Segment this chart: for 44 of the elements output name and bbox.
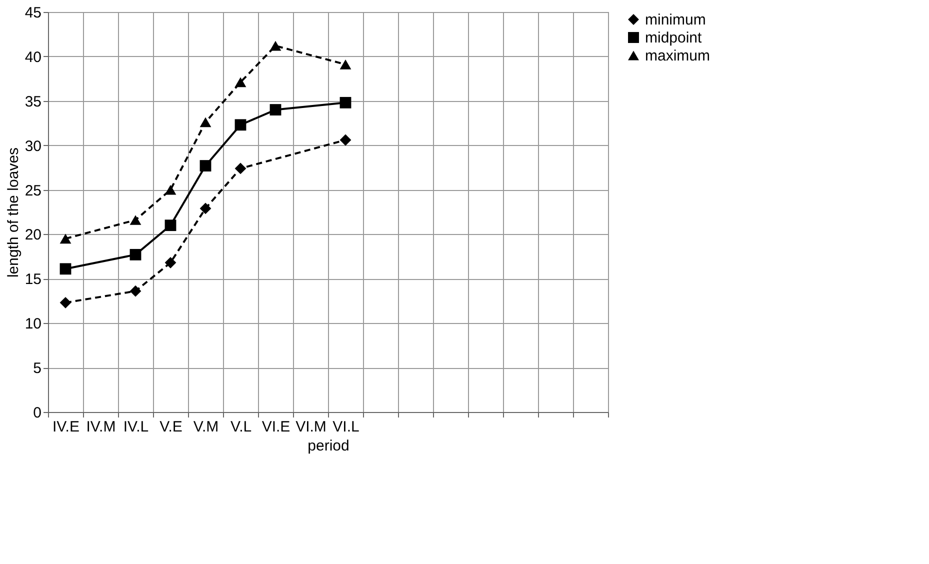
point bbox=[270, 40, 282, 51]
x-tick-label: VI.E bbox=[262, 418, 290, 436]
x-tick-label: VI.M bbox=[296, 418, 326, 436]
y-tick-label: 35 bbox=[24, 93, 42, 110]
point bbox=[130, 248, 142, 260]
point bbox=[130, 215, 142, 225]
y-tick-label: 30 bbox=[24, 138, 42, 155]
x-tick-label: V.E bbox=[160, 418, 182, 436]
point bbox=[60, 234, 72, 244]
x-axis-title: period bbox=[308, 438, 350, 454]
point bbox=[270, 104, 282, 116]
point bbox=[60, 263, 72, 275]
legend-label: minimum bbox=[645, 12, 706, 28]
y-tick-label: 45 bbox=[24, 4, 42, 22]
point bbox=[200, 202, 212, 214]
point bbox=[234, 119, 246, 131]
x-tick-label: IV.M bbox=[86, 418, 116, 436]
y-axis-title: length of the loaves bbox=[4, 147, 22, 278]
x-tick-label: IV.E bbox=[52, 418, 80, 436]
point bbox=[234, 162, 246, 174]
x-tick-label: V.L bbox=[230, 418, 252, 436]
point bbox=[164, 256, 176, 268]
y-tick-label: 15 bbox=[24, 271, 42, 288]
point bbox=[234, 77, 246, 88]
point bbox=[340, 134, 352, 146]
y-tick-label: 0 bbox=[33, 404, 42, 422]
legend-label: maximum bbox=[645, 48, 710, 64]
point bbox=[200, 160, 212, 172]
x-tick-label: V.M bbox=[193, 418, 219, 436]
point bbox=[164, 184, 176, 195]
point bbox=[200, 117, 212, 128]
y-tick-label: 10 bbox=[24, 316, 42, 333]
point bbox=[340, 60, 352, 70]
x-tick-label: VI.L bbox=[332, 418, 360, 436]
y-tick-label: 5 bbox=[33, 360, 42, 378]
y-tick-label: 40 bbox=[24, 48, 42, 66]
y-tick-label: 25 bbox=[24, 182, 42, 200]
x-tick-label: IV.L bbox=[123, 418, 149, 436]
legend-label: midpoint bbox=[645, 30, 703, 46]
point bbox=[130, 285, 142, 297]
point bbox=[340, 96, 352, 108]
y-tick-label: 20 bbox=[24, 226, 42, 244]
point bbox=[60, 296, 72, 308]
point bbox=[164, 220, 176, 232]
